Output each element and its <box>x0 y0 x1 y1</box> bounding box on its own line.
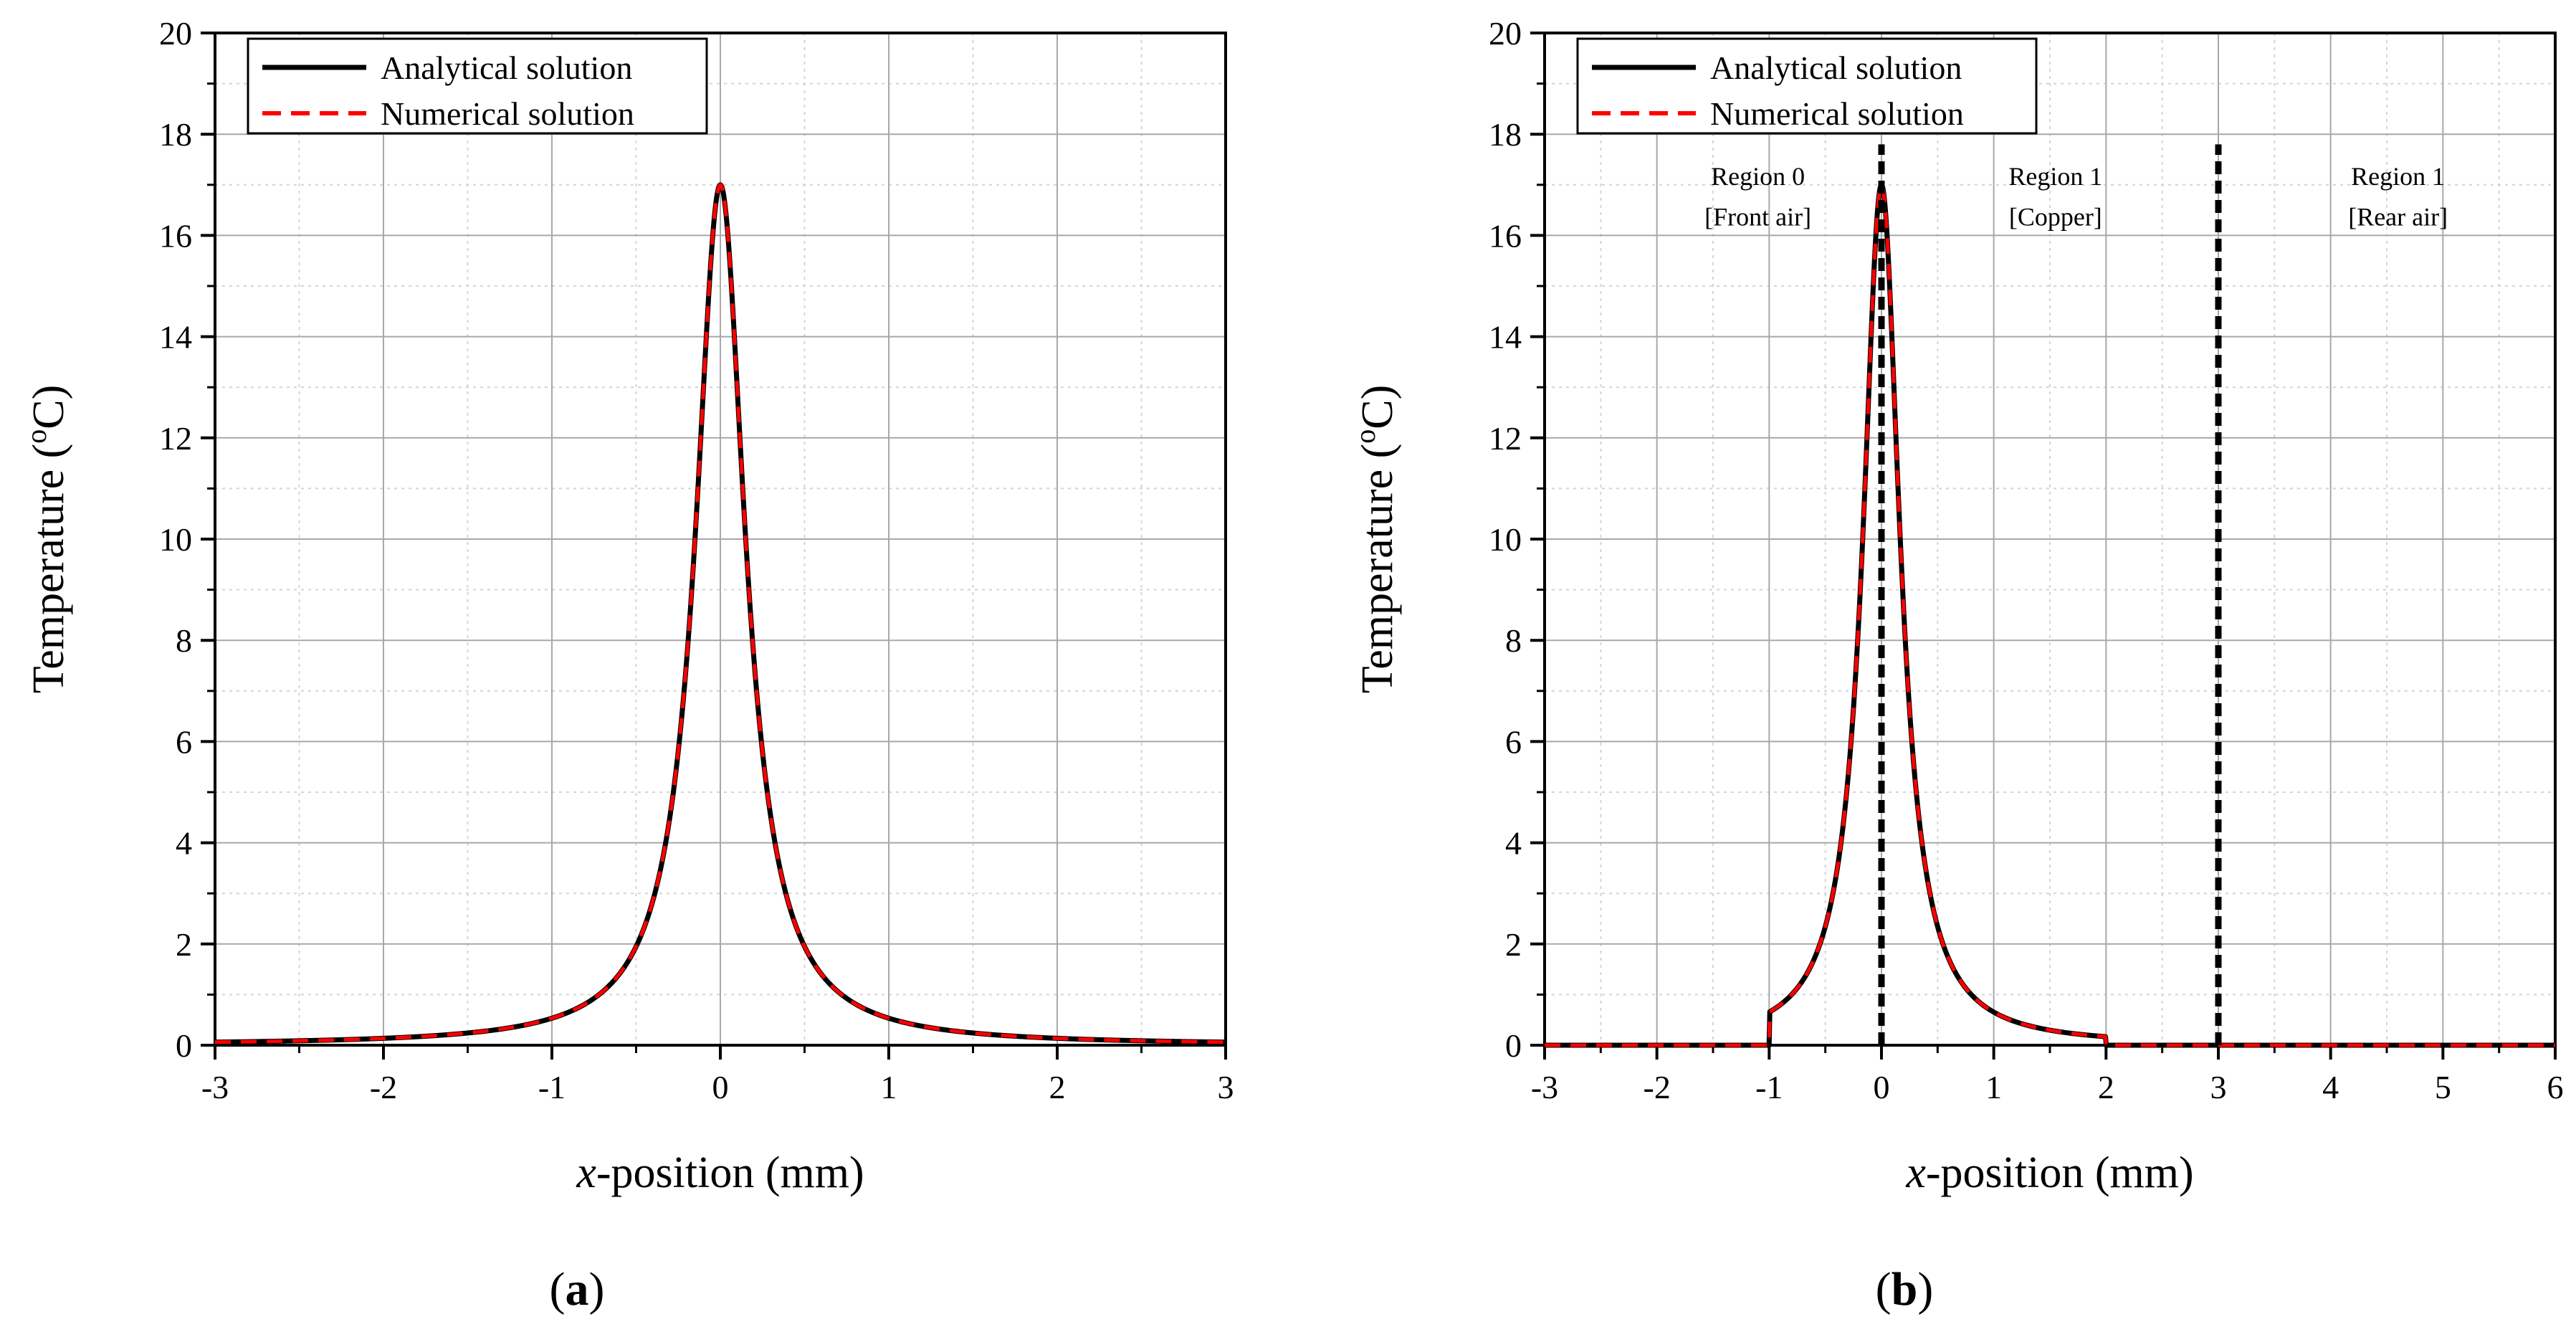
legend-label: Numerical solution <box>1710 95 1964 132</box>
y-tick-label: 10 <box>1489 521 1522 558</box>
y-tick-label: 8 <box>1505 622 1522 659</box>
y-tick-label: 12 <box>159 420 192 457</box>
x-tick-label: -1 <box>538 1069 566 1105</box>
x-axis-title-rest: -position (mm) <box>596 1148 864 1197</box>
legend: Analytical solution Numerical solution <box>1576 37 2038 135</box>
series-line-numerical <box>1543 183 2557 1047</box>
y-tick-label: 16 <box>159 217 192 254</box>
y-tick-label: 2 <box>1505 926 1522 963</box>
x-axis-title-italic: x <box>1905 1148 1926 1197</box>
y-tick-label: 20 <box>1489 15 1522 52</box>
x-tick-label: -2 <box>370 1069 397 1105</box>
x-axis-title-rest: -position (mm) <box>1926 1148 2194 1197</box>
region-material-label: [Copper] <box>2009 202 2102 231</box>
legend-label: Numerical solution <box>381 95 634 132</box>
legend-box <box>1576 37 2038 135</box>
x-tick-label: 0 <box>1874 1069 1890 1105</box>
y-tick-label: 12 <box>1489 420 1522 457</box>
x-tick-label: 2 <box>1049 1069 1066 1105</box>
x-tick-label: 2 <box>2098 1069 2114 1105</box>
panel-label: (a) <box>550 1263 605 1315</box>
y-axis-title-end: C) <box>1353 385 1402 429</box>
legend-box <box>247 37 708 135</box>
y-axis-title-sup: o <box>20 429 52 444</box>
panel-label-open: ( <box>1876 1263 1892 1315</box>
y-tick-label: 0 <box>176 1027 192 1064</box>
chart-panel-b: -3 -2 -1 0 1 2 3 4 5 602468101214161820x-position… <box>1349 15 2564 1315</box>
region-material-label: [Rear air] <box>2348 202 2448 231</box>
x-tick-label: -2 <box>1644 1069 1671 1105</box>
x-tick-label: -3 <box>201 1069 229 1105</box>
x-tick-label: 0 <box>712 1069 729 1105</box>
y-tick-label: 0 <box>1505 1027 1522 1064</box>
x-axis-title: x-position (mm) <box>576 1148 864 1197</box>
y-axis-title-main: Temperature ( <box>24 444 73 694</box>
y-axis-title: Temperature (oC) <box>20 385 73 694</box>
x-tick-label: 1 <box>881 1069 897 1105</box>
region-material-label: [Front air] <box>1704 202 1811 231</box>
panel-label-letter: a <box>566 1263 589 1315</box>
region-label: Region 1 <box>2351 162 2445 191</box>
y-axis-title-sup: o <box>1349 429 1381 444</box>
y-axis-title-end: C) <box>24 385 73 429</box>
panel-label-close: ) <box>1917 1263 1933 1315</box>
x-tick-label: 1 <box>1985 1069 2002 1105</box>
x-axis-title-italic: x <box>576 1148 596 1197</box>
y-tick-label: 20 <box>159 15 192 52</box>
y-axis-title-main: Temperature ( <box>1353 444 1402 694</box>
legend: Analytical solution Numerical solution <box>247 37 708 135</box>
region-label: Region 0 <box>1711 162 1805 191</box>
x-tick-label: 3 <box>1218 1069 1234 1105</box>
panel-label: (b) <box>1876 1263 1934 1315</box>
y-tick-label: 4 <box>1505 825 1522 862</box>
y-tick-label: 14 <box>159 319 192 356</box>
y-tick-label: 16 <box>1489 217 1522 254</box>
y-tick-label: 6 <box>176 723 192 760</box>
y-tick-label: 18 <box>159 116 192 153</box>
y-tick-label: 8 <box>176 622 192 659</box>
y-axis-title: Temperature (oC) <box>1349 385 1402 694</box>
legend-label: Analytical solution <box>381 49 632 86</box>
x-tick-label: 6 <box>2547 1069 2564 1105</box>
y-tick-label: 18 <box>1489 116 1522 153</box>
y-tick-label: 14 <box>1489 319 1522 356</box>
legend-label: Analytical solution <box>1710 49 1962 86</box>
x-tick-label: 5 <box>2435 1069 2451 1105</box>
x-tick-label: -1 <box>1755 1069 1783 1105</box>
x-tick-label: 4 <box>2322 1069 2339 1105</box>
x-tick-label: -3 <box>1531 1069 1558 1105</box>
y-tick-label: 6 <box>1505 723 1522 760</box>
x-tick-label: 3 <box>2210 1069 2227 1105</box>
series-line-numerical <box>214 183 1227 1044</box>
y-tick-label: 2 <box>176 926 192 963</box>
y-tick-label: 4 <box>176 825 192 862</box>
panel-label-open: ( <box>550 1263 566 1315</box>
panel-label-letter: b <box>1892 1263 1918 1315</box>
x-axis-title: x-position (mm) <box>1905 1148 2193 1197</box>
panel-label-close: ) <box>589 1263 605 1315</box>
y-tick-label: 10 <box>159 521 192 558</box>
region-label: Region 1 <box>2008 162 2102 191</box>
